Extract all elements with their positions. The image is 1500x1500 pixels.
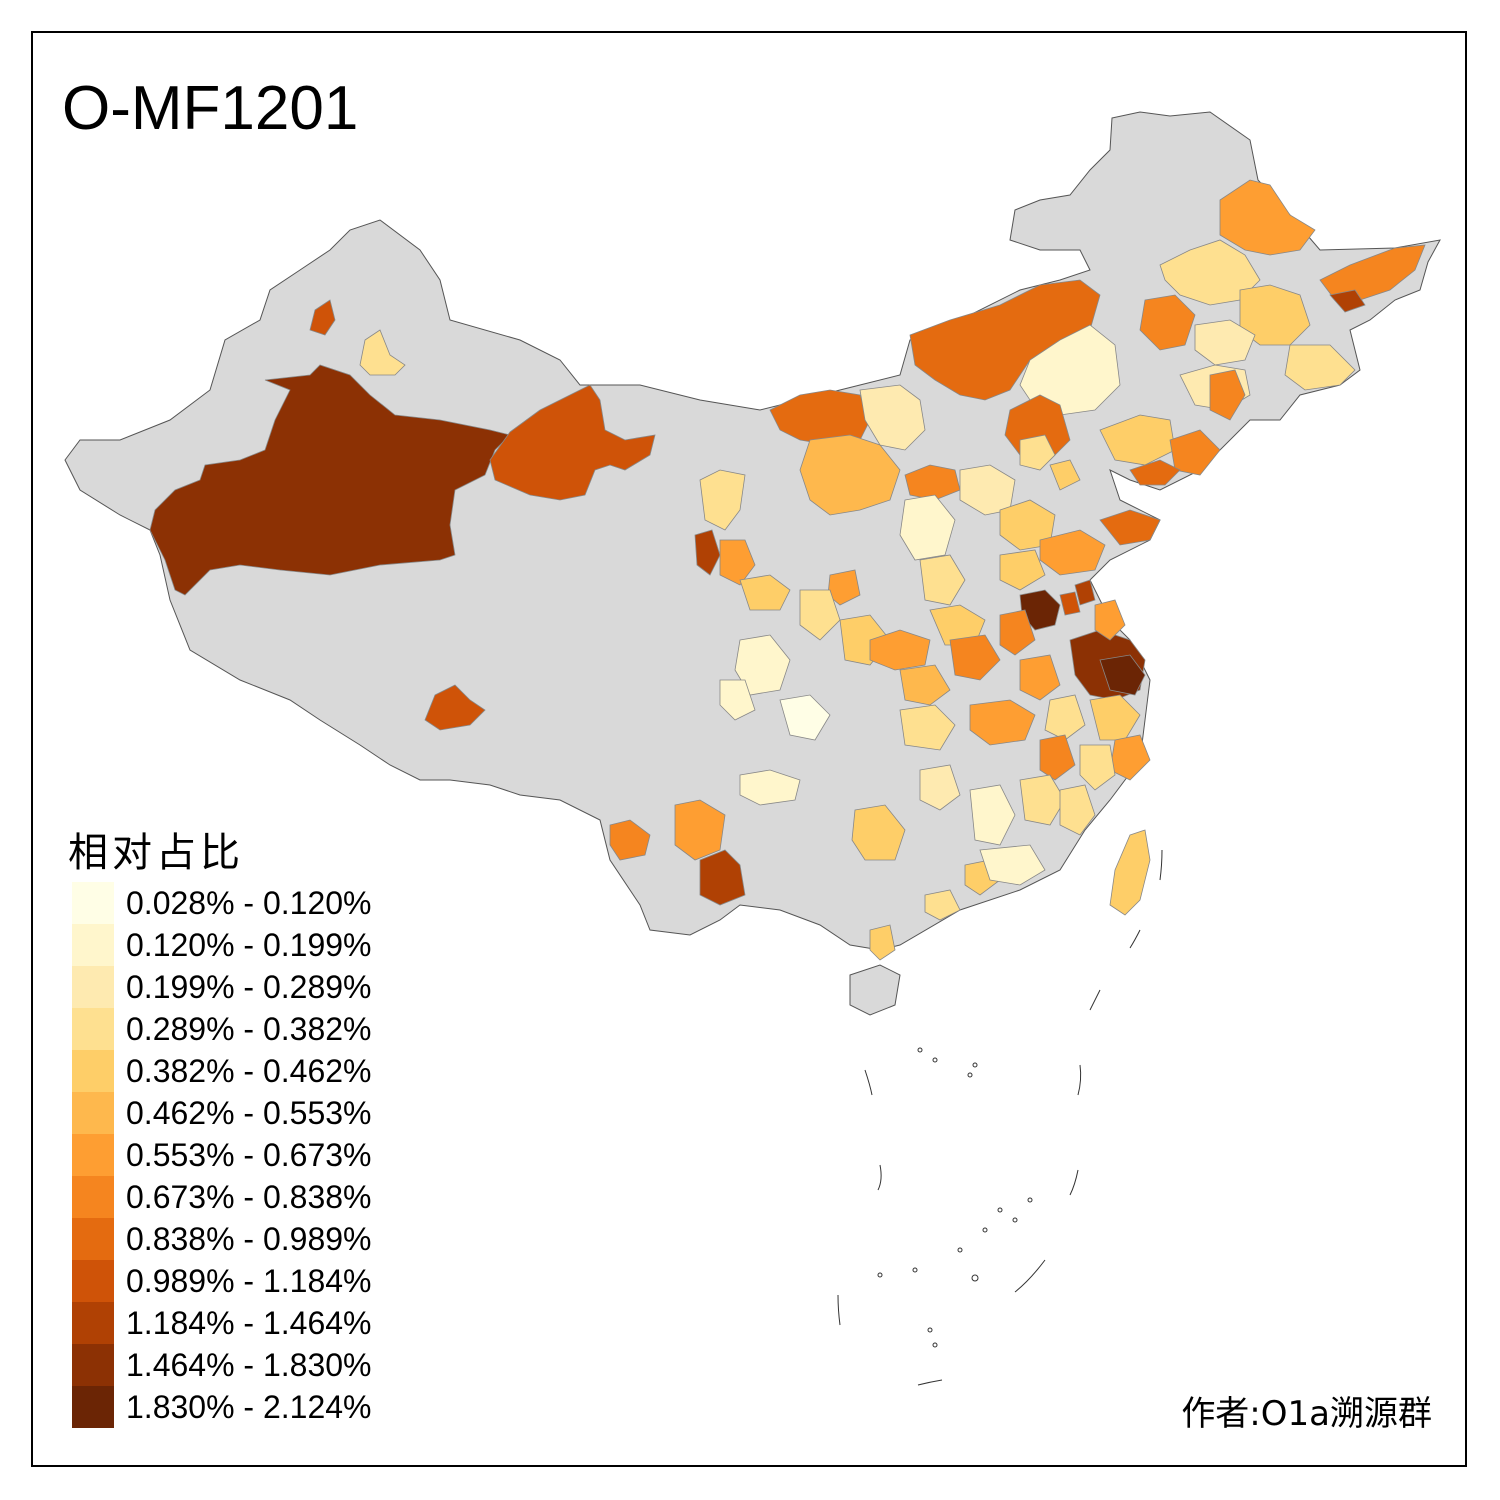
- region-ningxia: [699, 469, 746, 531]
- map-frame: [31, 31, 1467, 1467]
- region-base-china: [64, 111, 1441, 951]
- south-china-sea-islands: [837, 849, 1163, 1386]
- region-hubei-1: [969, 699, 1036, 746]
- legend-label: 0.462% - 0.553%: [126, 1095, 372, 1131]
- region-jiangxi-1: [1039, 734, 1076, 781]
- legend-title: 相对占比: [68, 830, 244, 876]
- region-henan-3: [949, 634, 1001, 681]
- legend-label: 0.989% - 1.184%: [126, 1263, 372, 1299]
- legend-swatch: [72, 1344, 114, 1386]
- region-fujian-2: [969, 784, 1016, 846]
- region-lianyungang: [1074, 579, 1096, 606]
- region-xinjiang-hami: [489, 384, 656, 501]
- region-guangxi-zhanjiang: [869, 924, 896, 961]
- legend-label: 1.464% - 1.830%: [126, 1347, 372, 1383]
- region-sichuan-2: [719, 679, 756, 721]
- region-shanxi-1: [899, 494, 956, 561]
- region-dalian: [1129, 459, 1181, 486]
- legend-label: 0.199% - 0.289%: [126, 969, 372, 1005]
- region-chongqing: [739, 769, 801, 806]
- region-base-hainan: [849, 964, 901, 1016]
- region-liaoning-2: [1169, 429, 1221, 476]
- region-fujian-1: [1059, 784, 1096, 836]
- region-anhui-1: [999, 609, 1036, 656]
- region-tibet: [424, 684, 486, 731]
- region-gansu-2: [719, 539, 756, 586]
- legend-swatch: [72, 882, 114, 924]
- region-qiqihar: [1139, 294, 1196, 351]
- region-suqian: [1059, 591, 1081, 616]
- legend-label: 1.184% - 1.464%: [126, 1305, 372, 1341]
- legend-label: 0.553% - 0.673%: [126, 1137, 372, 1173]
- legend-label: 0.289% - 0.382%: [126, 1011, 372, 1047]
- region-shandong-1: [1099, 509, 1161, 546]
- region-zhejiang-2: [1109, 734, 1151, 781]
- region-xishuangbanna: [699, 849, 746, 906]
- region-zhejiang-3: [1079, 744, 1116, 791]
- region-bayannur: [799, 434, 901, 516]
- legend-label: 0.673% - 0.838%: [126, 1179, 372, 1215]
- region-guangdong-3: [924, 889, 961, 921]
- region-henan-4: [899, 664, 951, 706]
- legend-swatch: [72, 966, 114, 1008]
- region-zhejiang-1: [1089, 694, 1141, 741]
- region-yunnan-west: [609, 819, 651, 861]
- region-gansu-3: [739, 574, 791, 611]
- region-henan-1: [869, 629, 931, 671]
- legend-label: 0.382% - 0.462%: [126, 1053, 372, 1089]
- region-henan-2: [929, 604, 986, 646]
- region-taiwan: [1109, 829, 1151, 916]
- region-shuangyashan: [1329, 289, 1366, 313]
- legend-label: 0.028% - 0.120%: [126, 885, 372, 921]
- region-anhui-2: [1019, 654, 1061, 701]
- region-xinjiang-south: [149, 364, 511, 596]
- legend-swatch: [72, 1386, 114, 1428]
- region-hunan-2: [851, 804, 906, 861]
- region-xinjiang-altay: [359, 329, 406, 376]
- region-sichuan-1: [734, 634, 791, 696]
- region-xinjiang-ili: [309, 299, 336, 336]
- region-beijing: [1019, 434, 1056, 471]
- legend-label: 0.120% - 0.199%: [126, 927, 372, 963]
- region-daqing: [1194, 319, 1256, 366]
- legend-swatch: [72, 1260, 114, 1302]
- region-anhui-3: [1044, 694, 1086, 741]
- region-hunan-1: [919, 764, 961, 811]
- region-shandong-3: [999, 549, 1046, 591]
- region-sichuan-3: [779, 694, 831, 741]
- region-yancheng: [1094, 599, 1126, 641]
- region-tianjin: [1049, 459, 1081, 491]
- legend-swatch: [72, 1134, 114, 1176]
- legend-swatch: [72, 1092, 114, 1134]
- region-daxinganling: [1219, 179, 1316, 256]
- region-jiangxi-2: [1019, 774, 1066, 826]
- region-ordos: [859, 384, 926, 451]
- region-shandong-2: [1039, 529, 1106, 576]
- region-guangdong-2: [979, 844, 1046, 886]
- legend-swatch: [72, 1176, 114, 1218]
- region-mudanjiang: [1284, 344, 1356, 391]
- legend-swatch: [72, 924, 114, 966]
- region-yunnan-central: [674, 799, 726, 861]
- region-alxa: [769, 389, 871, 446]
- legend-label: 0.838% - 0.989%: [126, 1221, 372, 1257]
- base-landmass: [64, 111, 1441, 1016]
- region-xingan: [1019, 324, 1121, 416]
- legend-swatch: [72, 1218, 114, 1260]
- legend-label: 1.830% - 2.124%: [126, 1389, 372, 1425]
- region-shanxi-2: [919, 554, 966, 606]
- author-credit: 作者:O1a溯源群: [1181, 1394, 1432, 1434]
- region-jiangsu-south: [1099, 654, 1146, 696]
- legend-swatch: [72, 1008, 114, 1050]
- colored-regions: [149, 179, 1426, 961]
- map-title: O-MF1201: [62, 74, 359, 143]
- legend-swatch: [72, 1302, 114, 1344]
- region-jilin-2: [1209, 369, 1246, 421]
- region-hubei-2: [899, 704, 956, 751]
- region-gansu-1: [694, 529, 721, 576]
- legend-swatch: [72, 1050, 114, 1092]
- region-shaanxi-2: [799, 589, 841, 641]
